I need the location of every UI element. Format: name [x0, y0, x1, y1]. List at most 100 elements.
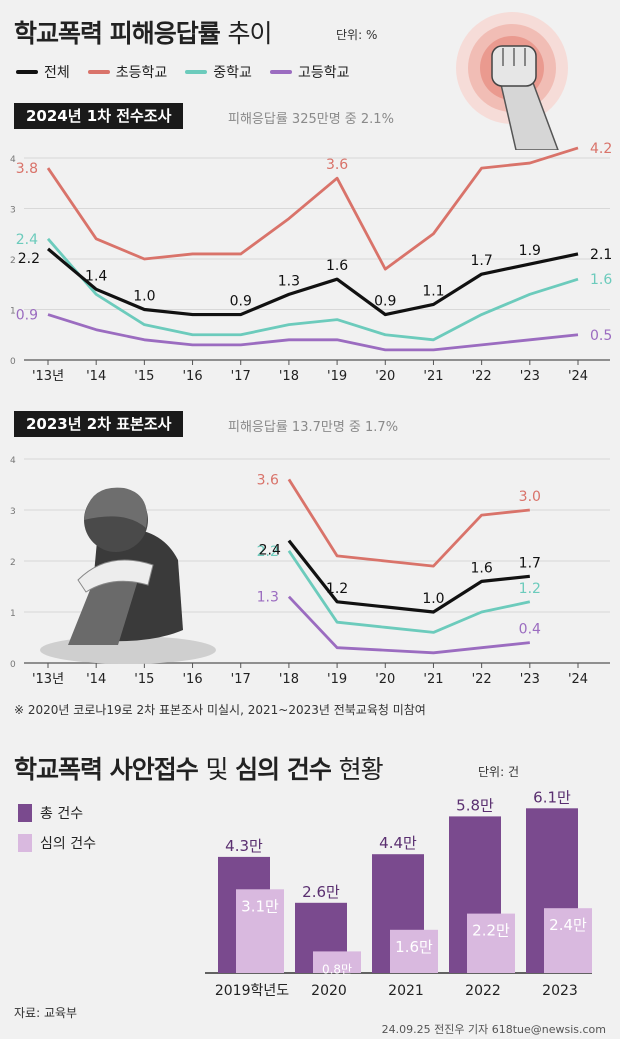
series-line-total	[287, 539, 530, 614]
data-label-elementary: 4.2	[590, 141, 612, 157]
bar-label-review: 3.1만	[241, 897, 279, 915]
x-tick-label: '24	[568, 369, 588, 384]
series-line-high	[287, 595, 530, 655]
x-tick-label: '24	[568, 672, 588, 687]
data-label-total: 0.9	[230, 294, 252, 310]
data-label-total: 1.4	[85, 268, 107, 284]
line-chart-survey2: 0 1 2 3 4 '13년 '14 '15 '16 '17 '18 '19 '20 '21 '22 '23 '…	[10, 456, 610, 687]
survey1-band: 2024년 1차 전수조사	[14, 103, 184, 129]
legend-item-elementary: 초등학교	[87, 62, 167, 82]
section2-title-bold: 학교폭력 사안접수	[14, 755, 199, 784]
bar-legend-swatch-total	[18, 804, 32, 822]
legend-label-high: 고등학교	[297, 65, 350, 81]
main-title: 학교폭력 피해응답률 추이	[14, 14, 272, 50]
y-tick-label: 2	[10, 256, 16, 266]
line-legend: 전체 초등학교 중학교 고등학교	[16, 62, 349, 82]
x-tick-label: '19	[327, 369, 347, 384]
survey2-band: 2023년 2차 표본조사	[14, 411, 184, 437]
data-label-total: 1.0	[133, 289, 155, 305]
bar-legend: 총 건수 심의 건수	[18, 803, 96, 863]
x-tick-label: '13년	[32, 369, 64, 384]
data-label-total: 1.7	[471, 253, 493, 269]
x-tick-label: '18	[279, 672, 299, 687]
bar-label-review: 2.2만	[472, 922, 510, 940]
x-tick-label: '17	[231, 369, 251, 384]
bar-review	[467, 913, 515, 973]
x-tick-label: '14	[86, 672, 106, 687]
series-line-elementary	[46, 146, 579, 271]
survey1-note: 피해응답률 325만명 중 2.1%	[228, 112, 394, 127]
legend-swatch-high	[269, 70, 292, 74]
section2-title-bold2: 심의 건수	[235, 755, 332, 784]
bar-category-label: 2022	[465, 983, 501, 999]
x-tick-label: '15	[134, 369, 154, 384]
legend-swatch-elementary	[87, 70, 110, 74]
bar-legend-item-review: 심의 건수	[18, 833, 96, 853]
data-label-elementary: 3.0	[519, 489, 541, 505]
x-tick-label: '17	[231, 672, 251, 687]
bar-label-review: 1.6만	[395, 938, 433, 956]
section2-title: 학교폭력 사안접수 및 심의 건수 현황	[14, 750, 384, 786]
y-tick-label: 1	[10, 609, 16, 619]
bar-legend-item-total: 총 건수	[18, 803, 96, 823]
leg-shape	[68, 566, 138, 645]
legend-swatch-middle	[185, 70, 208, 74]
x-tick-label: '16	[182, 672, 202, 687]
section2-unit: 단위: 건	[478, 765, 519, 779]
y-tick-label: 2	[10, 558, 16, 568]
bar-category-label: 2020	[311, 983, 347, 999]
legend-item-middle: 중학교	[185, 62, 252, 82]
footnote: ※ 2020년 코로나19로 2차 표본조사 미실시, 2021~2023년 전…	[14, 703, 426, 717]
main-title-bold: 학교폭력 피해응답률	[14, 19, 221, 48]
x-tick-label: '23	[520, 369, 540, 384]
bar-review	[390, 929, 438, 973]
x-tick-label: '20	[375, 369, 395, 384]
section2-title-light: 현황	[338, 755, 384, 784]
data-label-middle: 2.2	[257, 544, 279, 560]
bar-category-label: 2021	[388, 983, 424, 999]
data-label-high: 0.4	[519, 622, 541, 638]
data-label-total: 1.1	[422, 283, 444, 299]
x-tick-label: '14	[86, 369, 106, 384]
data-label-total: 1.7	[519, 555, 541, 571]
x-tick-label: '23	[520, 672, 540, 687]
y-tick-label: 3	[10, 507, 16, 517]
byline-text: 24.09.25 전진우 기자 618tue@newsis.com	[381, 1023, 606, 1036]
series-line-total	[46, 247, 579, 317]
data-label-total: 1.0	[422, 591, 444, 607]
bar-review	[236, 889, 284, 973]
main-title-light: 추이	[227, 19, 272, 48]
legend-swatch-total	[16, 70, 38, 74]
bar-review	[313, 951, 361, 973]
x-tick-label: '22	[472, 672, 492, 687]
y-tick-label: 0	[10, 660, 16, 670]
bar-label-review: 2.4만	[549, 916, 587, 934]
data-label-total: 0.9	[374, 294, 396, 310]
data-label-high: 1.3	[257, 590, 279, 606]
data-label-total: 1.6	[471, 560, 493, 576]
fist-illustration	[456, 12, 568, 150]
data-label-total: 1.6	[326, 258, 348, 274]
bar-category-label: 2019학년도	[215, 983, 289, 999]
bar-category-label: 2023	[542, 983, 578, 999]
series-line-middle	[287, 550, 531, 634]
y-tick-label: 1	[10, 307, 16, 317]
bar-label-total: 2.6만	[302, 883, 340, 901]
legend-item-total: 전체	[16, 62, 70, 82]
data-label-total: 1.2	[326, 581, 348, 597]
x-tick-label: '21	[423, 672, 443, 687]
survey2-note: 피해응답률 13.7만명 중 1.7%	[228, 420, 399, 435]
x-tick-label: '19	[327, 672, 347, 687]
data-label-total: 2.4	[259, 543, 281, 559]
legend-item-high: 고등학교	[269, 62, 350, 82]
data-label-total: 1.3	[278, 273, 300, 289]
data-label-total: 1.9	[519, 243, 541, 259]
bar-label-total: 5.8만	[456, 796, 494, 814]
bar-label-review: 0.8만	[322, 962, 352, 976]
unit-label: 단위: %	[336, 28, 378, 42]
y-tick-label: 3	[10, 206, 16, 216]
x-tick-label: '20	[375, 672, 395, 687]
data-label-high: 0.5	[590, 328, 612, 344]
y-tick-label: 4	[10, 456, 16, 466]
x-tick-label: '13년	[32, 672, 64, 687]
